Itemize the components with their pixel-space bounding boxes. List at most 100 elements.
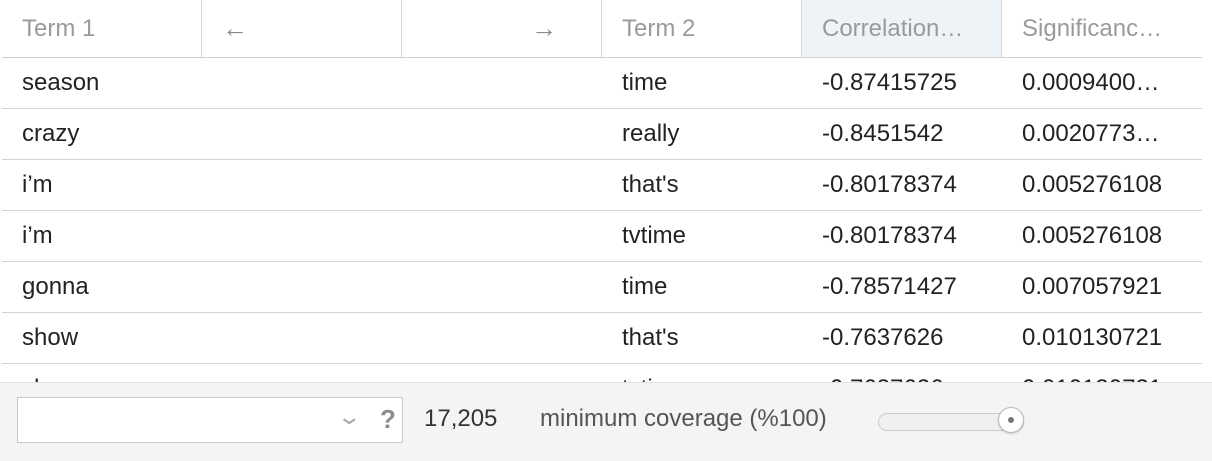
column-header-label: Term 2 (622, 14, 696, 42)
cell-term2-text: really (622, 120, 680, 147)
help-icon[interactable]: ? (380, 404, 396, 434)
cell-term1-text: crazy (22, 120, 80, 147)
term-count: 17,205 (424, 405, 498, 432)
cell-right-arrow (402, 313, 602, 363)
cell-left-arrow (202, 109, 402, 159)
cell-significance: 0.005276108 (1002, 211, 1202, 261)
table-row[interactable]: i’m that's -0.80178374 0.005276108 (2, 160, 1202, 211)
cell-term1: crazy (2, 109, 202, 159)
cell-significance-text: 0.007057921 (1022, 273, 1163, 300)
cell-term1-text: show (22, 324, 79, 351)
table-header-row: Term 1 ← → Term 2 Correlation… Significa… (2, 0, 1202, 58)
table-row[interactable]: season time -0.87415725 0.0009400… (2, 58, 1202, 109)
cell-left-arrow (202, 364, 402, 382)
cell-term2: tvtime (602, 211, 802, 261)
chevron-down-icon[interactable]: ⌄ (336, 404, 363, 429)
cell-significance: 0.0020773… (1002, 109, 1202, 159)
arrow-left-icon: ← (222, 13, 248, 43)
correlation-table: Term 1 ← → Term 2 Correlation… Significa… (2, 0, 1202, 382)
cell-correlation-text: -0.7637626 (822, 324, 944, 351)
cell-term1-text: i’m (22, 171, 53, 198)
footer-toolbar: ⌄ ? 17,205 minimum coverage (%100) (0, 382, 1212, 461)
cell-term1-text: gonna (22, 273, 89, 300)
table-row[interactable]: show that's -0.7637626 0.010130721 (2, 313, 1202, 364)
column-header-significance[interactable]: Significanc… (1002, 0, 1202, 57)
cell-term2-text: that's (622, 171, 679, 198)
cell-correlation-text: -0.78571427 (822, 273, 957, 300)
cell-correlation: -0.7637626 (802, 364, 1002, 382)
cell-term1: show (2, 313, 202, 363)
cell-significance: 0.005276108 (1002, 160, 1202, 210)
cell-right-arrow (402, 58, 602, 108)
cell-significance-text: 0.0009400… (1022, 69, 1160, 96)
cell-significance-text: 0.005276108 (1022, 171, 1163, 198)
cell-term2-text: that's (622, 324, 679, 351)
coverage-slider-fill (879, 414, 1023, 430)
column-header-right-arrow[interactable]: → (402, 0, 602, 57)
cell-right-arrow (402, 160, 602, 210)
cell-right-arrow (402, 109, 602, 159)
cell-correlation: -0.8451542 (802, 109, 1002, 159)
cell-term2-text: time (622, 273, 668, 300)
cell-term2: really (602, 109, 802, 159)
cell-significance-text: 0.010130721 (1022, 375, 1182, 382)
column-header-correlation[interactable]: Correlation… (802, 0, 1002, 57)
cell-correlation-text: -0.80178374 (822, 171, 957, 198)
cell-term1: season (2, 58, 202, 108)
cell-correlation: -0.7637626 (802, 313, 1002, 363)
table-body: season time -0.87415725 0.0009400… crazy real… (2, 58, 1202, 382)
table-row[interactable]: i’m tvtime -0.80178374 0.005276108 (2, 211, 1202, 262)
cell-term2: time (602, 262, 802, 312)
column-header-label: Correlation… (822, 14, 964, 42)
cell-correlation-text: -0.8451542 (822, 120, 944, 147)
coverage-label: minimum coverage (%100) (540, 405, 827, 432)
coverage-slider-track[interactable] (878, 413, 1024, 431)
column-header-term2[interactable]: Term 2 (602, 0, 802, 57)
cell-correlation: -0.78571427 (802, 262, 1002, 312)
cell-term1: i’m (2, 160, 202, 210)
table-row[interactable]: crazy really -0.8451542 0.0020773… (2, 109, 1202, 160)
cell-correlation: -0.80178374 (802, 160, 1002, 210)
cell-term2: tvtime (602, 364, 802, 382)
cell-significance-text: 0.005276108 (1022, 222, 1163, 249)
cell-significance: 0.0009400… (1002, 58, 1202, 108)
cell-left-arrow (202, 160, 402, 210)
cell-left-arrow (202, 58, 402, 108)
column-header-term1[interactable]: Term 1 (2, 0, 202, 57)
cell-term2-text: time (622, 69, 668, 96)
cell-significance: 0.010130721 (1002, 364, 1202, 382)
cell-significance-text: 0.0020773… (1022, 120, 1160, 147)
column-header-left-arrow[interactable]: ← (202, 0, 402, 57)
cell-significance: 0.010130721 (1002, 313, 1202, 363)
cell-term1-text: show (22, 375, 182, 382)
cell-left-arrow (202, 262, 402, 312)
cell-right-arrow (402, 364, 602, 382)
cell-term1: gonna (2, 262, 202, 312)
cell-correlation-text: -0.80178374 (822, 222, 957, 249)
column-header-label: Significanc… (1022, 14, 1163, 42)
column-header-label: Term 1 (22, 14, 96, 42)
table-row[interactable]: gonna time -0.78571427 0.007057921 (2, 262, 1202, 313)
cell-term1-text: i’m (22, 222, 53, 249)
cell-correlation: -0.87415725 (802, 58, 1002, 108)
cell-term1-text: season (22, 69, 100, 96)
cell-significance: 0.007057921 (1002, 262, 1202, 312)
table-row[interactable]: show tvtime -0.7637626 0.010130721 (2, 364, 1202, 382)
cell-right-arrow (402, 211, 602, 261)
cell-term2-text: tvtime (622, 222, 687, 249)
cell-term2: that's (602, 313, 802, 363)
cell-term2: that's (602, 160, 802, 210)
cell-term1: i’m (2, 211, 202, 261)
cell-correlation-text: -0.7637626 (822, 375, 982, 382)
coverage-slider-thumb[interactable] (998, 407, 1024, 433)
term-select[interactable]: ⌄ ? (17, 397, 403, 443)
cell-term2-text: tvtime (622, 375, 782, 382)
cell-significance-text: 0.010130721 (1022, 324, 1163, 351)
cell-left-arrow (202, 211, 402, 261)
cell-correlation: -0.80178374 (802, 211, 1002, 261)
cell-left-arrow (202, 313, 402, 363)
cell-term2: time (602, 58, 802, 108)
cell-right-arrow (402, 262, 602, 312)
arrow-right-icon: → (531, 13, 557, 43)
cell-correlation-text: -0.87415725 (822, 69, 957, 96)
